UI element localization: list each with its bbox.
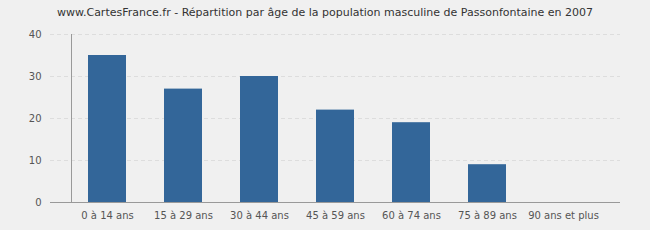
svg-text:15 à 29 ans: 15 à 29 ans	[154, 210, 213, 221]
svg-text:20: 20	[29, 113, 42, 124]
svg-text:60 à 74 ans: 60 à 74 ans	[382, 210, 441, 221]
svg-text:0: 0	[35, 197, 41, 208]
svg-text:90 ans et plus: 90 ans et plus	[528, 210, 599, 221]
svg-text:75 à 89 ans: 75 à 89 ans	[458, 210, 517, 221]
html-text:www.CartesFrance.fr - Répartit: www.CartesFrance.fr - Répartition par âg…	[57, 6, 593, 19]
svg-text:45 à 59 ans: 45 à 59 ans	[306, 210, 365, 221]
svg-text:0 à 14 ans: 0 à 14 ans	[81, 210, 133, 221]
svg-text:10: 10	[29, 155, 42, 166]
svg-text:30 à 44 ans: 30 à 44 ans	[230, 210, 289, 221]
svg-text:40: 40	[29, 29, 42, 40]
svg-text:30: 30	[29, 71, 42, 82]
